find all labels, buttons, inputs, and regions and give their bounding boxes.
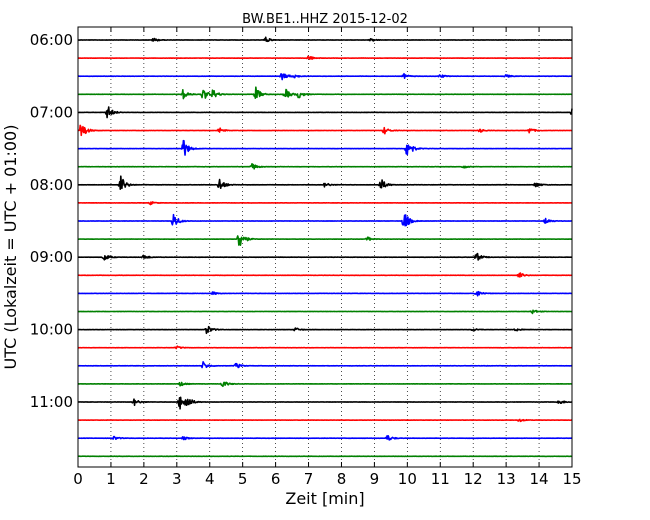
- chart-title: BW.BE1..HHZ 2015-12-02: [242, 12, 408, 27]
- x-tick-label: 2: [139, 470, 149, 488]
- trace-line: [77, 175, 573, 191]
- plot-frame: [77, 26, 573, 468]
- y-tick-label: 08:00: [30, 176, 73, 194]
- axis-ticks: 0 1 2 3 4 5 6 7 8 9 10 11 12 13 14 1506:0007:0008:0009:…: [30, 27, 582, 488]
- plot-area: [78, 27, 572, 467]
- trace-line: [77, 163, 573, 170]
- traces: [77, 36, 573, 458]
- trace-line: [77, 272, 573, 278]
- trace-line: [77, 345, 573, 350]
- grid-lines: [110, 27, 540, 467]
- trace-line: [77, 290, 573, 297]
- trace-line: [77, 201, 573, 206]
- trace-line: [77, 55, 573, 60]
- trace-line: [77, 72, 573, 81]
- x-tick-label: 3: [172, 470, 182, 488]
- trace-line: [77, 139, 573, 156]
- trace-line: [77, 361, 573, 369]
- x-tick-label: 13: [497, 470, 516, 488]
- x-tick-label: 6: [271, 470, 281, 488]
- x-tick-label: 0: [73, 470, 83, 488]
- y-tick-label: 09:00: [30, 248, 73, 266]
- trace-line: [77, 325, 573, 335]
- x-tick-label: 10: [398, 470, 417, 488]
- trace-line: [77, 396, 573, 410]
- trace-line: [77, 418, 573, 423]
- x-axis-label: Zeit [min]: [285, 489, 364, 508]
- x-tick-label: 1: [106, 470, 116, 488]
- trace-line: [77, 235, 573, 246]
- y-tick-label: 10:00: [30, 321, 73, 339]
- trace-line: [77, 434, 573, 441]
- y-tick-label: 07:00: [30, 103, 73, 121]
- y-axis-label: UTC (Lokalzeit = UTC + 01:00): [1, 125, 20, 370]
- trace-line: [77, 381, 573, 388]
- y-tick-label: 11:00: [30, 393, 73, 411]
- trace-line: [77, 124, 573, 137]
- x-tick-label: 9: [370, 470, 380, 488]
- x-tick-label: 7: [304, 470, 314, 488]
- x-tick-label: 8: [337, 470, 347, 488]
- trace-line: [77, 86, 573, 100]
- trace-line: [77, 106, 573, 119]
- trace-line: [77, 309, 573, 315]
- x-tick-label: 5: [238, 470, 248, 488]
- trace-line: [77, 252, 573, 261]
- x-tick-label: 4: [205, 470, 215, 488]
- x-tick-label: 15: [562, 470, 581, 488]
- trace-line: [77, 213, 573, 227]
- x-tick-label: 14: [530, 470, 549, 488]
- y-tick-label: 06:00: [30, 31, 73, 49]
- x-tick-label: 11: [431, 470, 450, 488]
- x-tick-label: 12: [464, 470, 483, 488]
- trace-line: [77, 36, 573, 43]
